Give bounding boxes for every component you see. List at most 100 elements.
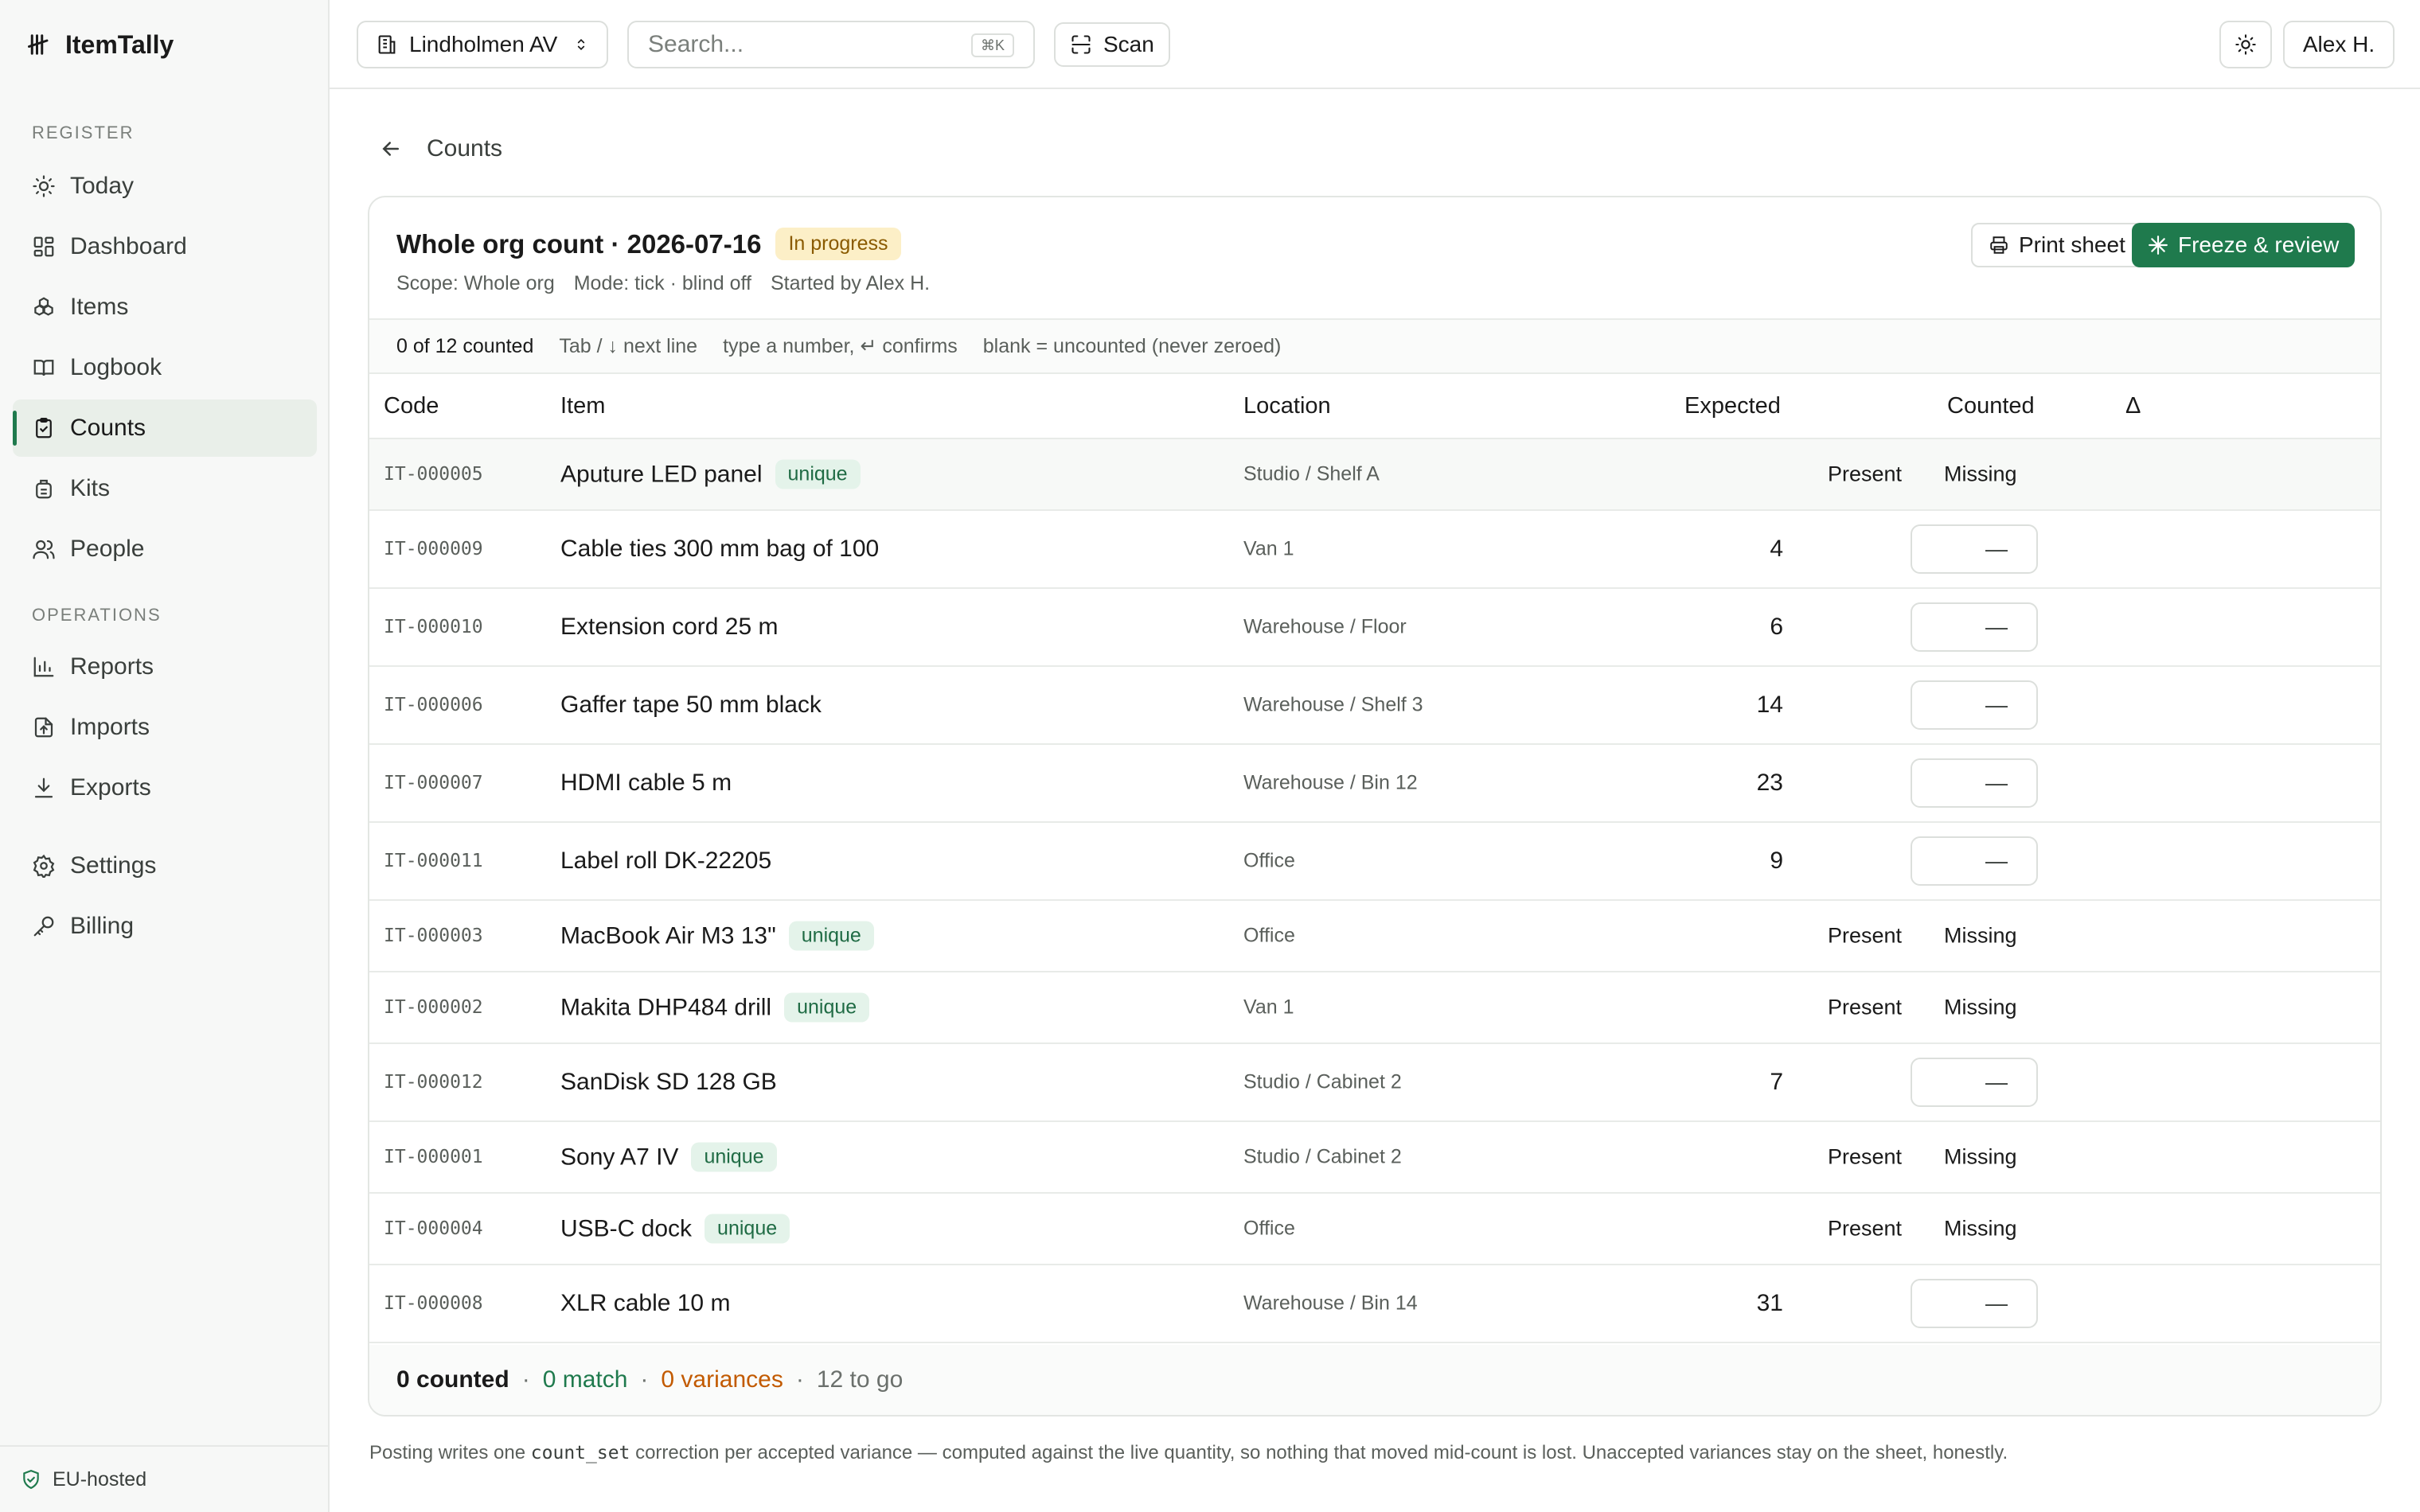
unique-badge: unique xyxy=(705,1214,790,1244)
item-code: IT-000006 xyxy=(384,695,483,715)
sidebar-item-kits[interactable]: Kits xyxy=(13,460,317,517)
sidebar-item-label: People xyxy=(70,536,145,562)
missing-button[interactable]: Missing xyxy=(1944,1144,2017,1169)
freeze-review-button[interactable]: Freeze & review xyxy=(2132,223,2356,267)
table-header: Code Item Location Expected Counted Δ xyxy=(369,374,2380,439)
present-button[interactable]: Present xyxy=(1828,995,1903,1019)
sidebar-item-logbook[interactable]: Logbook xyxy=(13,339,317,396)
summary-variances: 0 variances xyxy=(661,1366,783,1393)
table-row: IT-000005 Aputure LED panel unique Studi… xyxy=(369,439,2380,511)
sidebar: ItemTally REGISTER Today Dashboard Items… xyxy=(0,0,330,1512)
item-name[interactable]: Cable ties 300 mm bag of 100 xyxy=(560,536,880,562)
sidebar-item-label: Counts xyxy=(70,415,146,441)
print-sheet-button[interactable]: Print sheet xyxy=(1971,223,2143,267)
present-button[interactable]: Present xyxy=(1828,923,1903,948)
unique-badge: unique xyxy=(788,921,874,951)
present-button[interactable]: Present xyxy=(1828,462,1903,486)
arrow-left-icon[interactable] xyxy=(379,137,403,161)
item-location: Warehouse / Floor xyxy=(1243,615,1407,638)
counted-input[interactable]: — xyxy=(1911,836,2038,886)
item-name[interactable]: Sony A7 IV xyxy=(560,1144,679,1170)
item-name[interactable]: XLR cable 10 m xyxy=(560,1290,731,1316)
table-row: IT-000008 XLR cable 10 m Warehouse / Bin… xyxy=(369,1265,2380,1343)
item-name-cell: Gaffer tape 50 mm black xyxy=(560,692,822,719)
column-location: Location xyxy=(1243,393,1331,419)
missing-button[interactable]: Missing xyxy=(1944,462,2017,486)
hosting-label: EU-hosted xyxy=(53,1467,147,1491)
item-name[interactable]: Extension cord 25 m xyxy=(560,614,779,640)
expected-qty: 31 xyxy=(1756,1290,1783,1316)
item-code: IT-000004 xyxy=(384,1218,483,1239)
counted-input[interactable]: — xyxy=(1911,1058,2038,1107)
breadcrumb-label[interactable]: Counts xyxy=(427,135,503,162)
item-name[interactable]: Makita DHP484 drill xyxy=(560,994,772,1020)
freeze-review-label: Freeze & review xyxy=(2178,232,2340,257)
sidebar-item-items[interactable]: Items xyxy=(13,279,317,336)
sidebar-item-counts[interactable]: Counts xyxy=(13,399,317,457)
expected-qty: 6 xyxy=(1770,614,1783,640)
scan-label: Scan xyxy=(1103,32,1154,57)
item-name[interactable]: MacBook Air M3 13" xyxy=(560,922,776,949)
table-row: IT-000011 Label roll DK-22205 Office 9 — xyxy=(369,823,2380,901)
count-header: Whole org count · 2026-07-16 In progress… xyxy=(369,197,2380,320)
scan-icon xyxy=(1071,35,1091,54)
table-row: IT-000004 USB-C dock unique Office Presen… xyxy=(369,1194,2380,1265)
sidebar-item-dashboard[interactable]: Dashboard xyxy=(13,218,317,275)
table-row: IT-000009 Cable ties 300 mm bag of 100 V… xyxy=(369,511,2380,589)
brand[interactable]: ItemTally xyxy=(27,27,174,62)
missing-button[interactable]: Missing xyxy=(1944,923,2017,948)
count-scope: Scope: Whole org xyxy=(396,272,555,294)
gear-icon xyxy=(33,854,55,878)
building-icon xyxy=(378,35,396,54)
item-location: Office xyxy=(1243,924,1295,947)
sidebar-item-today[interactable]: Today xyxy=(13,158,317,215)
item-location: Van 1 xyxy=(1243,996,1294,1019)
expected-qty: 14 xyxy=(1756,692,1783,718)
item-name[interactable]: Gaffer tape 50 mm black xyxy=(560,692,822,718)
shield-check-icon xyxy=(23,1470,39,1490)
sidebar-item-exports[interactable]: Exports xyxy=(13,759,317,816)
nav-section-register: REGISTER xyxy=(32,123,135,142)
table-row: IT-000010 Extension cord 25 m Warehouse … xyxy=(369,589,2380,667)
sidebar-item-people[interactable]: People xyxy=(13,520,317,578)
counted-input[interactable]: — xyxy=(1911,680,2038,730)
item-code: IT-000012 xyxy=(384,1072,483,1093)
present-button[interactable]: Present xyxy=(1828,1144,1903,1169)
column-counted: Counted xyxy=(1947,393,2035,419)
org-switcher[interactable]: Lindholmen AV xyxy=(357,21,608,68)
item-name[interactable]: USB-C dock xyxy=(560,1215,693,1241)
missing-button[interactable]: Missing xyxy=(1944,995,2017,1019)
chevron-up-down-icon xyxy=(577,38,585,51)
item-name[interactable]: Label roll DK-22205 xyxy=(560,848,772,874)
sidebar-item-imports[interactable]: Imports xyxy=(13,699,317,756)
item-name[interactable]: HDMI cable 5 m xyxy=(560,770,732,796)
present-button[interactable]: Present xyxy=(1828,1216,1903,1241)
tally-logo-icon xyxy=(28,34,49,55)
item-name[interactable]: Aputure LED panel xyxy=(560,461,763,487)
item-location: Studio / Cabinet 2 xyxy=(1243,1145,1402,1168)
summary-separator: · xyxy=(795,1366,804,1393)
counted-input[interactable]: — xyxy=(1911,1279,2038,1328)
sidebar-item-settings[interactable]: Settings xyxy=(13,837,317,894)
count-summary: 0 counted · 0 match · 0 variances · 12 t… xyxy=(369,1345,2380,1415)
counted-input[interactable]: — xyxy=(1911,602,2038,652)
item-name[interactable]: SanDisk SD 128 GB xyxy=(560,1069,777,1095)
counted-input[interactable]: — xyxy=(1911,758,2038,808)
theme-toggle[interactable] xyxy=(2219,21,2272,68)
posting-note: Posting writes one count_set correction … xyxy=(369,1442,2008,1464)
summary-separator: · xyxy=(640,1366,649,1393)
item-code: IT-000011 xyxy=(384,851,483,871)
missing-button[interactable]: Missing xyxy=(1944,1216,2017,1241)
item-code: IT-000003 xyxy=(384,926,483,946)
item-location: Warehouse / Bin 14 xyxy=(1243,1292,1418,1315)
counted-input[interactable]: — xyxy=(1911,524,2038,574)
scan-button[interactable]: Scan xyxy=(1054,22,1170,67)
sidebar-item-reports[interactable]: Reports xyxy=(13,638,317,696)
search-input[interactable]: Search... ⌘K xyxy=(627,21,1035,68)
user-menu[interactable]: Alex H. xyxy=(2283,21,2395,68)
sidebar-item-billing[interactable]: Billing xyxy=(13,898,317,955)
item-code: IT-000002 xyxy=(384,997,483,1018)
org-name: Lindholmen AV xyxy=(409,32,558,57)
item-location: Office xyxy=(1243,1217,1295,1240)
table-row: IT-000006 Gaffer tape 50 mm black Wareho… xyxy=(369,667,2380,745)
